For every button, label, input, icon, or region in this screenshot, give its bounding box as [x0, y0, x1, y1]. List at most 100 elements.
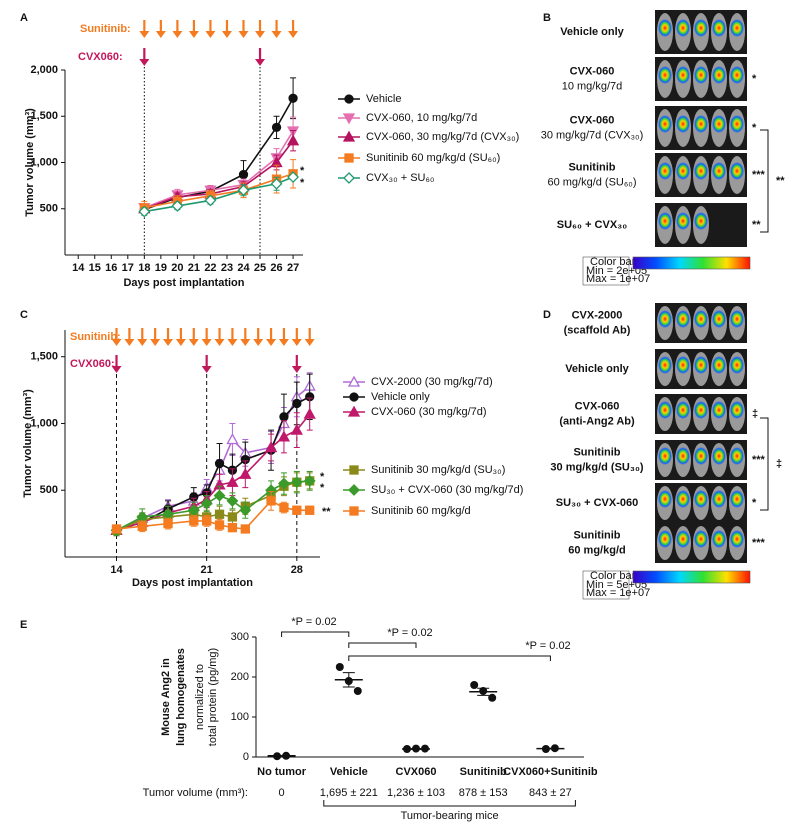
x-tick-label: 19 [155, 262, 167, 274]
signal [730, 310, 744, 328]
arrow-head [163, 339, 174, 346]
signal [730, 19, 744, 37]
series-line [116, 413, 311, 532]
dose-arrow [155, 20, 166, 38]
signal [712, 356, 726, 374]
arrow-head [172, 31, 183, 38]
significance: ** [752, 219, 761, 231]
significance: * [320, 482, 325, 494]
x-tick-label: 21 [201, 564, 213, 576]
dose-arrow [221, 20, 232, 38]
y-tick-label: 200 [231, 671, 249, 683]
x-axis-title: Days post implantation [132, 577, 253, 589]
p-bracket [348, 642, 417, 648]
legend-label: SU₃₀ + CVX-060 (30 mg/kg/7d) [371, 484, 523, 496]
signal [676, 66, 690, 84]
y-axis-title: lung homogenates [175, 648, 187, 746]
panel-label: C [20, 309, 28, 321]
marker [277, 430, 291, 442]
legend-label: CVX-060, 30 mg/kg/7d (CVX₃₀) [366, 131, 519, 143]
dose-label: CVX060: [70, 358, 115, 370]
signal [676, 490, 690, 508]
marker [226, 433, 239, 445]
x-tick-label: Sunitinib [460, 766, 507, 778]
dose-arrow [188, 20, 199, 38]
p-value: *P = 0.02 [525, 640, 570, 652]
arrow-head [175, 339, 186, 346]
marker [286, 134, 300, 146]
y-axis-title: Tumor volume (mm³) [22, 389, 34, 498]
marker [214, 520, 225, 530]
marker [238, 169, 249, 180]
legend-label: Sunitinib 60 mg/kg/d [371, 505, 471, 517]
data-point [353, 687, 362, 695]
arrow-head [304, 339, 315, 346]
group-label: Vehicle only [560, 26, 624, 38]
arrow-head [271, 31, 282, 38]
group-label: 60 mg/kg/d [568, 544, 625, 556]
marker [226, 475, 239, 487]
panel-label: A [20, 12, 28, 24]
panel-label: D [543, 309, 551, 321]
arrow-head [137, 339, 148, 346]
marker [347, 375, 361, 387]
x-tick-label: 18 [138, 262, 150, 274]
significance: * [300, 177, 305, 189]
marker [226, 494, 239, 507]
signal [676, 19, 690, 37]
signal [658, 19, 672, 37]
bracket [760, 417, 769, 511]
dose-arrow [163, 328, 174, 346]
marker [189, 516, 199, 526]
significance: *** [752, 537, 766, 549]
marker [349, 506, 359, 516]
marker [279, 502, 289, 513]
arrow-head [255, 31, 266, 38]
colorbar-max: Max = 1e+07 [586, 587, 650, 599]
dose-label: Sunitinib: [70, 331, 121, 343]
y-tick-label: 1,500 [30, 351, 58, 363]
colorbar-box [582, 256, 630, 286]
colorbar-title: Color bar [590, 256, 636, 268]
dose-label: Sunitinib: [80, 23, 131, 35]
dose-arrow [238, 20, 249, 38]
legend-label: CVX₃₀ + SU₆₀ [366, 172, 434, 184]
marker [305, 505, 315, 515]
tumor-volume: 0 [279, 787, 285, 799]
group-label: Sunitinib [568, 161, 615, 173]
marker [202, 516, 212, 526]
group-label: (anti-Ang2 Ab) [559, 415, 635, 427]
signal [712, 19, 726, 37]
dose-arrow [175, 328, 186, 346]
dose-arrow [253, 328, 264, 346]
signal [712, 530, 726, 548]
marker [287, 171, 300, 183]
significance: *** [752, 454, 766, 466]
signal [676, 162, 690, 180]
y-axis-title: Mouse Ang2 in [160, 658, 172, 736]
signal [730, 530, 744, 548]
group-label: 30 mg/kg/d (SU₃₀) [550, 461, 644, 473]
x-tick-label: Vehicle [330, 766, 368, 778]
signal [694, 356, 708, 374]
dose-arrow [111, 328, 122, 346]
dose-arrow [137, 328, 148, 346]
arrow-head [253, 339, 264, 346]
signal [712, 490, 726, 508]
signal [658, 310, 672, 328]
data-point [470, 681, 479, 689]
tumor-volume: 843 ± 27 [529, 787, 572, 799]
bracket [760, 129, 769, 233]
dose-arrow [214, 328, 225, 346]
signal [694, 490, 708, 508]
dose-arrow [291, 355, 302, 373]
marker [278, 477, 290, 490]
x-tick-label: 25 [254, 262, 266, 274]
colorbar-min: Min = 5e+05 [586, 579, 647, 591]
legend-label: Sunitinib 60 mg/kg/d (SU₆₀) [366, 152, 500, 164]
signal [658, 530, 672, 548]
dose-arrow [124, 328, 135, 346]
signal [694, 447, 708, 465]
signal [730, 162, 744, 180]
